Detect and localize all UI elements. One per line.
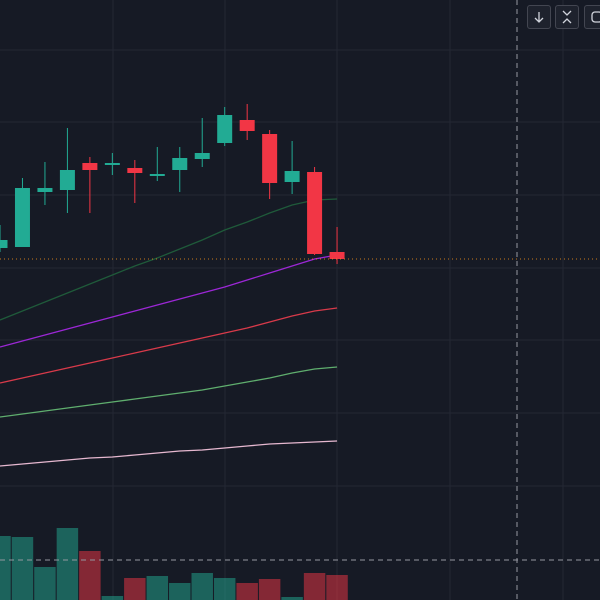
fullscreen-button[interactable] xyxy=(584,5,600,29)
fullscreen-icon xyxy=(591,11,600,23)
candle-body xyxy=(329,252,345,259)
volume-bar xyxy=(281,597,303,600)
collapse-icon xyxy=(562,10,572,24)
moving-average-line xyxy=(0,366,338,418)
volume-bar xyxy=(326,575,348,600)
candle-body xyxy=(37,188,53,192)
volume-bar xyxy=(258,579,281,600)
moving-average-line xyxy=(0,307,338,384)
volume-bar xyxy=(124,578,146,600)
arrow-down-icon xyxy=(534,12,544,23)
candle-body xyxy=(172,158,188,170)
candle-body xyxy=(82,163,98,170)
candle-body xyxy=(239,120,255,131)
candle-body xyxy=(127,168,143,173)
moving-average-line xyxy=(0,254,338,348)
volume-bar xyxy=(191,573,213,600)
volume-bar xyxy=(169,583,191,600)
volume-bar xyxy=(101,596,124,600)
candle-body xyxy=(59,170,75,190)
volume-bar xyxy=(56,528,79,600)
volume-bar xyxy=(34,567,56,600)
moving-average-line xyxy=(0,440,338,467)
scroll-down-button[interactable] xyxy=(527,5,551,29)
candle-body xyxy=(149,174,165,176)
collapse-button[interactable] xyxy=(555,5,579,29)
candle-body xyxy=(0,240,8,248)
volume-bar xyxy=(236,583,258,600)
candle-body xyxy=(194,153,210,159)
candle-body xyxy=(307,172,323,254)
candle-body xyxy=(262,134,278,183)
volume-bar xyxy=(0,536,11,600)
moving-average-line xyxy=(0,198,338,321)
volume-bar xyxy=(303,573,326,600)
candle-body xyxy=(104,163,120,165)
volume-bar xyxy=(79,551,101,600)
candle-body xyxy=(217,115,233,143)
volume-bar xyxy=(11,537,34,600)
volume-bar xyxy=(213,578,236,600)
candle-body xyxy=(284,171,300,182)
candle-body xyxy=(14,188,30,247)
volume-bar xyxy=(146,576,169,600)
